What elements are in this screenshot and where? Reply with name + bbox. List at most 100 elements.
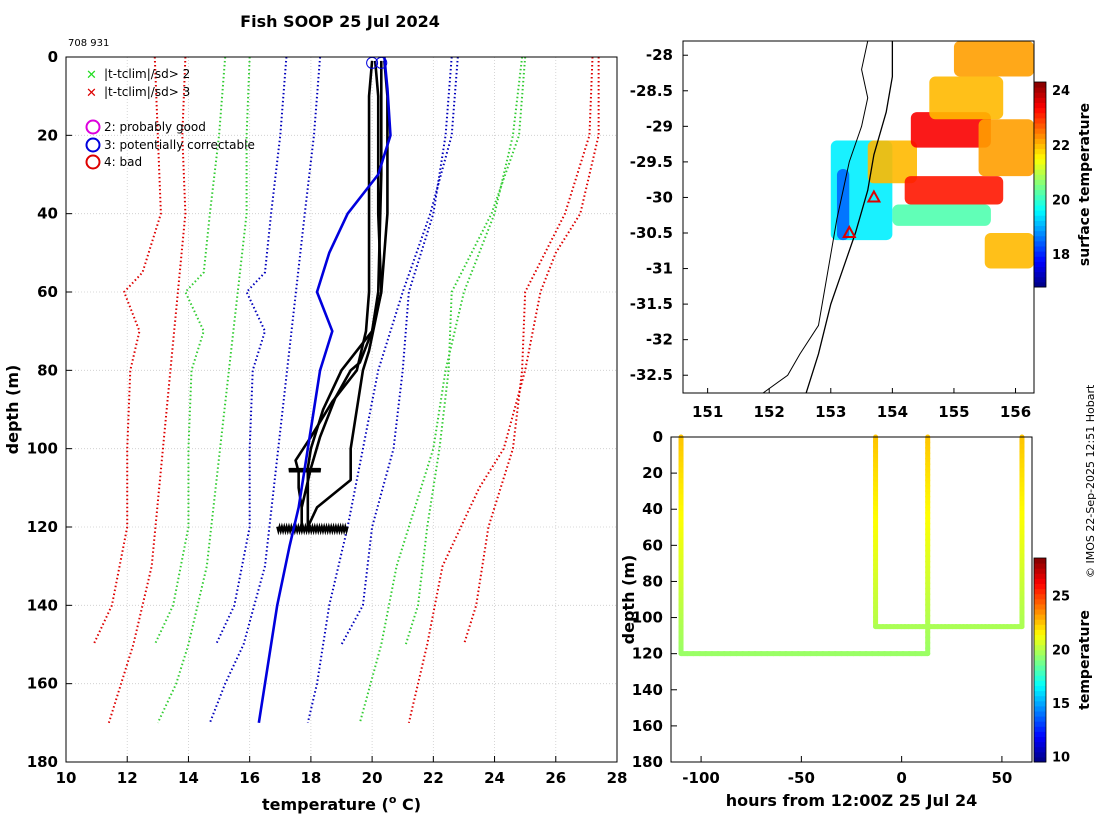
y-tick-label: 0	[653, 428, 663, 446]
x-tick-label: 28	[607, 769, 628, 787]
colorbar-cell	[1034, 138, 1046, 144]
x-tick-label: 152	[754, 403, 785, 421]
x-tick-label: 24	[484, 769, 505, 787]
colorbar-label: temperature	[1077, 610, 1093, 710]
colorbar-cell	[1034, 649, 1046, 656]
colorbar-cell	[1034, 276, 1046, 283]
x-tick-label: 10	[56, 769, 77, 787]
colorbar-cell	[1034, 588, 1046, 595]
station-marker	[866, 189, 882, 203]
x-tick-label: 154	[877, 403, 908, 421]
y-tick-label: -29.5	[630, 153, 673, 171]
legend-label-2sd: |t-tclim|/sd> 2	[104, 67, 190, 81]
legend-label-3sd: |t-tclim|/sd> 3	[104, 85, 190, 99]
colorbar-cell	[1034, 746, 1046, 753]
colorbar-cell	[1034, 153, 1046, 160]
colorbar-cell	[1034, 726, 1046, 732]
colorbar-cell	[1034, 736, 1046, 743]
climatology-line	[107, 57, 187, 724]
colorbar-cell	[1034, 164, 1046, 170]
y-tick-label: 20	[37, 126, 58, 144]
y-tick-label: 160	[27, 675, 58, 693]
climatology-line	[462, 57, 594, 645]
colorbar-cell	[1034, 578, 1046, 584]
id-label: 708 931	[68, 38, 109, 49]
y-tick-label: 120	[632, 645, 663, 663]
y-tick-label: 80	[37, 361, 58, 379]
colorbar-cell	[1034, 82, 1046, 88]
colorbar-cell	[1034, 675, 1046, 681]
climatology-line	[156, 57, 251, 724]
x-tick-label: 16	[239, 769, 260, 787]
sst-patch	[953, 41, 1034, 77]
y-tick-label: -31	[646, 260, 673, 278]
y-tick-label: -31.5	[630, 295, 673, 313]
legend-circle-correctable	[85, 137, 101, 153]
colorbar-cell	[1034, 680, 1046, 686]
climatology-line	[407, 57, 600, 724]
colorbar-cell	[1034, 614, 1046, 620]
sst-patch	[867, 140, 917, 184]
sst-patch	[978, 119, 1034, 177]
colorbar-frame	[1033, 81, 1047, 288]
x-tick-label: 22	[423, 769, 444, 787]
colorbar-cell	[1034, 695, 1046, 702]
colorbar-cell	[1034, 225, 1046, 232]
sst-patch	[836, 169, 850, 241]
colorbar-cell	[1034, 756, 1046, 763]
y-tick-label: 20	[642, 464, 663, 482]
legend-circle-bad	[85, 154, 101, 170]
colorbar-cell	[1034, 660, 1046, 666]
colorbar-cell	[1034, 251, 1046, 257]
colorbar-cell	[1034, 711, 1046, 717]
profile-line	[306, 60, 383, 527]
colorbar-cell	[1034, 685, 1046, 692]
profile-line	[257, 57, 392, 724]
colorbar-cell	[1034, 189, 1046, 196]
colorbar-frame	[1033, 557, 1047, 763]
colorbar-tick-label: 22	[1052, 139, 1070, 154]
colorbar-cell	[1034, 281, 1046, 288]
profile-legend: ✕ |t-tclim|/sd> 2 ✕ |t-tclim|/sd> 3 2: p…	[85, 67, 255, 170]
colorbar-tick-label: 15	[1052, 697, 1070, 712]
climatology-line	[208, 57, 322, 724]
colorbar-tick-label: 10	[1052, 751, 1070, 766]
y-tick-label: 100	[27, 440, 58, 458]
y-tick-label: 40	[37, 205, 58, 223]
sst-patch	[892, 204, 991, 226]
x-tick-label: 18	[300, 769, 321, 787]
sst-patch	[984, 233, 1034, 269]
colorbar-cell	[1034, 128, 1046, 134]
colorbar-cell	[1034, 583, 1046, 590]
x-tick-label: -50	[788, 769, 815, 787]
colorbar-label: surface temperature	[1077, 103, 1093, 266]
vessel-track	[805, 41, 894, 393]
colorbar-cell	[1034, 220, 1046, 226]
colorbar-cell	[1034, 751, 1046, 758]
colorbar-cell	[1034, 644, 1046, 651]
y-axis-label: depth (m)	[3, 365, 22, 455]
x-axis-label: hours from 12:00Z 25 Jul 24	[726, 791, 977, 810]
colorbar-cell	[1034, 619, 1046, 625]
x-tick-label: 14	[178, 769, 199, 787]
legend-x-3sd: ✕	[86, 86, 97, 101]
y-tick-label: 180	[632, 753, 663, 771]
colorbar-cell	[1034, 148, 1046, 155]
x-tick-label: 26	[545, 769, 566, 787]
x-tick-label: 12	[117, 769, 138, 787]
colorbar-tick-label: 24	[1052, 84, 1070, 99]
colorbar-cell	[1034, 665, 1046, 671]
colorbar-cell	[1034, 716, 1046, 722]
y-tick-label: 120	[27, 518, 58, 536]
map-area	[762, 41, 1034, 393]
profile-line	[294, 60, 374, 508]
map-plot: 151 152 153 154 155 156 -28 -28.5 -29 -29.5 -30 -30…	[630, 40, 1093, 421]
plot-area	[92, 57, 600, 724]
colorbar-cell	[1034, 624, 1046, 630]
colorbar-tick-label: 20	[1052, 194, 1070, 209]
profile-line	[306, 60, 389, 528]
axes-frame	[670, 436, 1033, 763]
colorbar-cell	[1034, 210, 1046, 216]
colorbar-cell	[1034, 199, 1046, 206]
y-tick-label: -30.5	[630, 224, 673, 242]
